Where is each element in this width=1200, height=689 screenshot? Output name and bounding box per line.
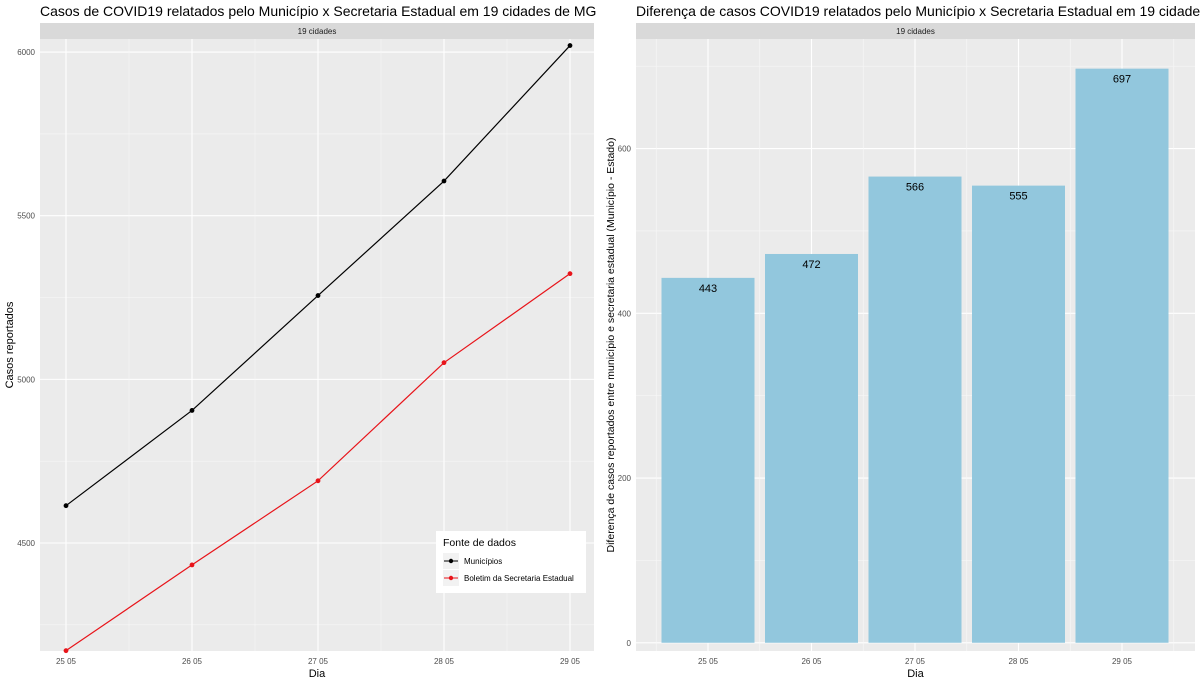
- x-tick-label: 26 05: [182, 657, 203, 666]
- series-point: [441, 178, 447, 184]
- bar-value-label: 443: [699, 283, 717, 295]
- bar: [868, 176, 962, 643]
- bar-chart-y-axis-label: Diferença de casos reportados entre muni…: [605, 138, 617, 553]
- series-point: [315, 478, 321, 484]
- bar-chart: Diferença de casos COVID19 relatados pel…: [605, 3, 1200, 680]
- line-chart-y-axis-label: Casos reportados: [4, 301, 16, 388]
- bar-chart-x-ticks: 25 05 26 05 27 05 28 05 29 05: [698, 657, 1133, 666]
- bar-chart-facet-label: 19 cidades: [896, 27, 935, 36]
- series-point: [315, 293, 321, 298]
- bar-chart-facet-strip: [636, 23, 1195, 39]
- bar-value-label: 566: [906, 182, 924, 194]
- bar-value-label: 555: [1009, 191, 1027, 203]
- x-tick-label: 29 05: [1112, 657, 1133, 666]
- x-tick-label: 28 05: [1008, 657, 1029, 666]
- line-chart-facet-label: 19 cidades: [298, 27, 337, 36]
- bar-chart-y-ticks: 0 200 400 600: [618, 145, 632, 648]
- line-chart-series: [63, 43, 573, 654]
- x-tick-label: 27 05: [308, 657, 329, 666]
- x-tick-label: 29 05: [560, 657, 581, 666]
- bar: [1075, 68, 1169, 643]
- series-point: [567, 271, 573, 277]
- legend-key-point-municipios: [448, 558, 454, 564]
- line-chart-title: Casos de COVID19 relatados pelo Municípi…: [40, 3, 596, 19]
- bar: [972, 185, 1065, 643]
- series-point: [63, 503, 69, 509]
- series-point: [441, 360, 447, 366]
- bar: [661, 277, 755, 643]
- series-point: [189, 562, 195, 568]
- line-chart-x-ticks: 25 05 26 05 27 05 28 05 29 05: [56, 657, 581, 666]
- line-chart-facet-strip: [40, 23, 594, 39]
- bar-chart-title: Diferença de casos COVID19 relatados pel…: [636, 3, 1200, 19]
- y-tick-label: 400: [618, 309, 632, 318]
- line-chart-y-ticks: 4500 5000 5500 6000: [17, 48, 35, 548]
- bar-value-label: 697: [1113, 74, 1131, 86]
- line-chart-legend: Fonte de dados Municípios Boletim da Sec…: [436, 531, 586, 593]
- y-tick-label: 5500: [17, 212, 35, 221]
- bar: [765, 253, 858, 643]
- y-tick-label: 6000: [17, 48, 35, 57]
- legend-label-boletim: Boletim da Secretaria Estadual: [464, 574, 574, 583]
- legend-box: [436, 531, 586, 593]
- bar-value-label: 472: [802, 259, 820, 271]
- x-tick-label: 28 05: [434, 657, 455, 666]
- line-chart: Casos de COVID19 relatados pelo Municípi…: [4, 3, 596, 680]
- x-tick-label: 27 05: [905, 657, 926, 666]
- y-tick-label: 200: [618, 474, 632, 483]
- y-tick-label: 5000: [17, 375, 35, 384]
- legend-title: Fonte de dados: [443, 537, 516, 549]
- series-point: [189, 408, 195, 413]
- y-tick-label: 0: [627, 639, 632, 648]
- bar-chart-x-axis-label: Dia: [907, 668, 924, 680]
- y-tick-label: 600: [618, 145, 632, 154]
- y-tick-label: 4500: [17, 539, 35, 548]
- x-tick-label: 25 05: [698, 657, 719, 666]
- legend-key-point-boletim: [448, 575, 454, 581]
- line-chart-x-axis-label: Dia: [309, 668, 326, 680]
- bar-chart-bars: 443 472 566 555 697: [661, 68, 1169, 643]
- legend-label-municipios: Municípios: [464, 557, 502, 566]
- x-tick-label: 26 05: [801, 657, 822, 666]
- x-tick-label: 25 05: [56, 657, 77, 666]
- series-point: [567, 43, 573, 48]
- series-point: [63, 648, 69, 654]
